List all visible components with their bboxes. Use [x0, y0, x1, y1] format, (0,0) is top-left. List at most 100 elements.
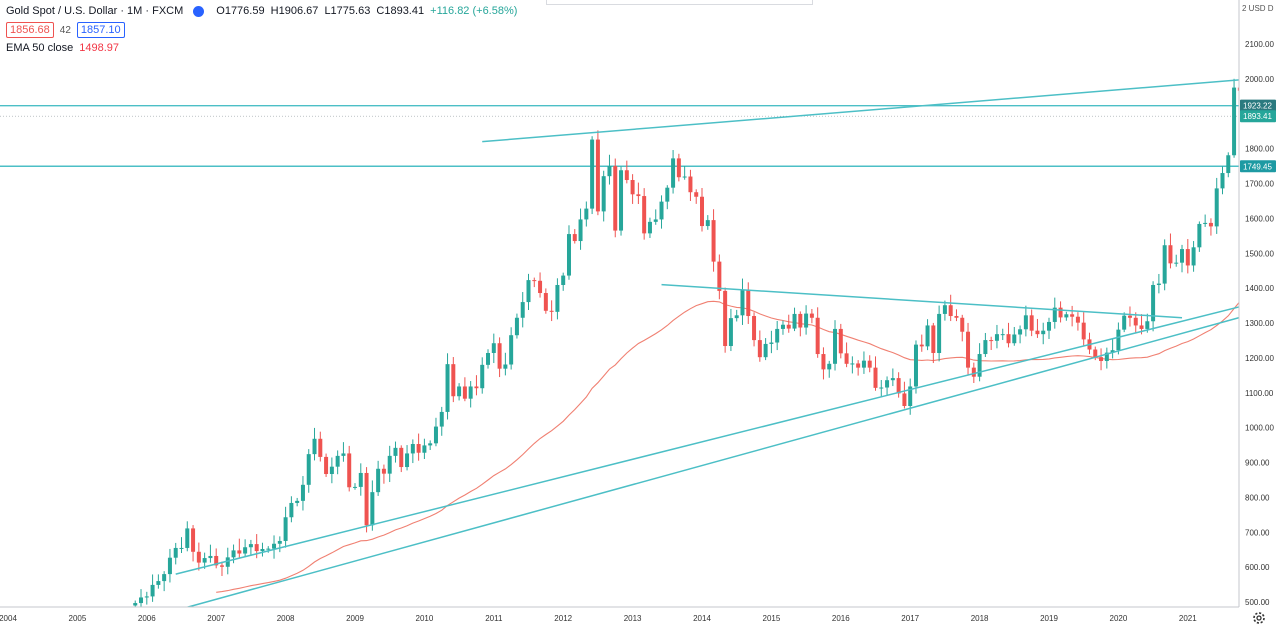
candle-body	[248, 544, 253, 548]
candle-body	[191, 528, 196, 552]
resistance-price-label-bg	[1240, 99, 1276, 112]
ema-50-line	[216, 281, 1264, 593]
candle-body	[1116, 329, 1121, 351]
change-value: +116.82 (+6.58%)	[430, 5, 518, 17]
candle-body	[613, 166, 618, 231]
candle-body	[405, 453, 410, 468]
candle-body	[590, 139, 595, 209]
y-tick-label: 1700.00	[1245, 180, 1274, 189]
candle-body	[1006, 334, 1011, 344]
candle-body	[983, 340, 988, 355]
open-value: O1776.59	[216, 5, 265, 17]
gear-icon[interactable]	[1251, 610, 1267, 626]
candle-body	[549, 310, 554, 312]
candle-body	[584, 208, 589, 220]
candle-body	[439, 411, 444, 427]
x-tick-label: 2008	[277, 614, 295, 623]
y-tick-label: 800.00	[1245, 493, 1270, 502]
candle-body	[312, 438, 317, 455]
candle-body	[416, 444, 421, 453]
candle-body	[376, 468, 381, 493]
close-value: C1893.41	[376, 5, 425, 17]
support-price-label-bg	[1240, 160, 1276, 173]
candle-body	[1145, 321, 1150, 329]
candle-body	[1070, 314, 1075, 317]
y-tick-label: 1000.00	[1245, 424, 1274, 433]
candle-body	[260, 548, 265, 552]
candle-body	[422, 445, 427, 453]
candle-body	[486, 352, 491, 365]
spread-value: 42	[59, 24, 71, 36]
ema-indicator-label[interactable]: EMA 50 close	[6, 42, 74, 54]
candle-body	[838, 328, 843, 354]
candle-body	[167, 557, 172, 575]
candle-body	[133, 603, 138, 606]
candle-body	[1226, 155, 1231, 174]
candle-body	[254, 544, 259, 552]
y-tick-label: 1100.00	[1245, 389, 1274, 398]
candle-body	[219, 565, 224, 567]
candle-body	[272, 543, 277, 549]
candle-body	[994, 334, 999, 341]
candle-body	[300, 484, 305, 501]
candle-body	[734, 315, 739, 319]
candle-body	[861, 360, 866, 368]
candle-body	[144, 596, 149, 598]
candle-body	[491, 343, 496, 353]
x-tick-label: 2007	[207, 614, 225, 623]
candle-body	[954, 316, 959, 318]
candle-body	[1220, 173, 1225, 189]
buy-button[interactable]: 1857.10	[76, 22, 125, 38]
trendline	[187, 313, 1252, 608]
candle-body	[896, 378, 901, 394]
candle-body	[925, 325, 930, 347]
last-price-label: 1893.41	[1243, 112, 1272, 121]
candle-body	[977, 354, 982, 377]
candle-body	[705, 220, 710, 227]
x-tick-label: 2006	[138, 614, 156, 623]
candle-body	[324, 456, 329, 475]
x-tick-label: 2021	[1179, 614, 1197, 623]
candle-body	[752, 316, 757, 341]
ema-indicator-value: 1498.97	[79, 42, 120, 54]
candle-body	[555, 284, 560, 312]
candle-body	[237, 550, 242, 554]
currency-label[interactable]: 2 USD D	[1242, 4, 1274, 13]
candle-body	[572, 234, 577, 242]
candle-body	[514, 317, 519, 336]
market-status-icon[interactable]	[193, 6, 205, 17]
candle-body	[185, 528, 190, 548]
x-tick-label: 2017	[901, 614, 919, 623]
candle-body	[821, 354, 826, 370]
candle-body	[1151, 284, 1156, 322]
candle-body	[295, 500, 300, 503]
y-tick-label: 1800.00	[1245, 145, 1274, 154]
candle-body	[850, 363, 855, 365]
candle-body	[202, 558, 207, 563]
x-tick-label: 2013	[624, 614, 642, 623]
candle-body	[728, 318, 733, 347]
candle-body	[827, 363, 832, 370]
candle-body	[370, 492, 375, 526]
candle-body	[1035, 330, 1040, 335]
candle-body	[786, 324, 791, 329]
candle-body	[347, 453, 352, 488]
candle-body	[566, 234, 571, 276]
candle-body	[798, 313, 803, 328]
candle-body	[509, 335, 514, 365]
sell-button[interactable]: 1856.68	[6, 22, 54, 38]
candle-body	[809, 313, 814, 318]
symbol-title[interactable]: Gold Spot / U.S. Dollar · 1M · FXCM	[6, 5, 184, 17]
candle-body	[243, 547, 248, 554]
candle-body	[1099, 357, 1104, 362]
drawing-toolbar[interactable]	[546, 0, 813, 5]
low-value: L1775.63	[324, 5, 371, 17]
candle-body	[873, 367, 878, 388]
candle-body	[960, 317, 965, 332]
candle-body	[711, 220, 716, 262]
candle-body	[162, 574, 167, 582]
trendline	[482, 78, 1252, 143]
chart-legend: Gold Spot / U.S. Dollar · 1M · FXCM O177…	[6, 4, 520, 56]
candle-body	[445, 364, 450, 412]
